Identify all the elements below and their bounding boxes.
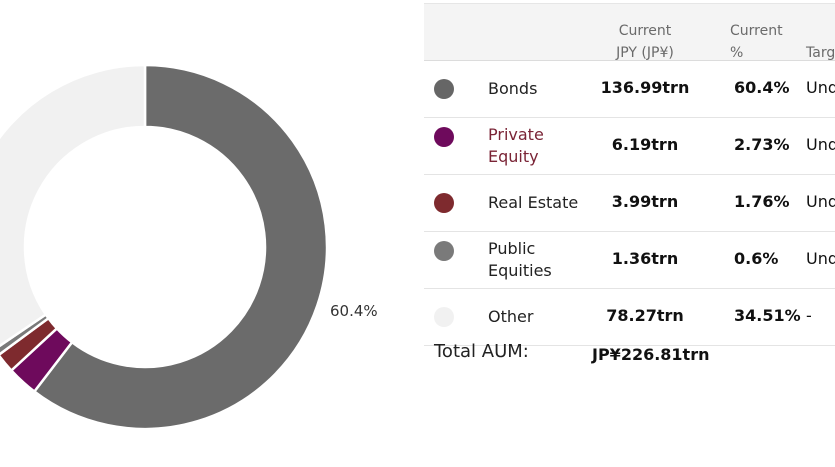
row-pct-private-equity: 2.73% xyxy=(734,135,790,154)
row-pct-public-equities: 0.6% xyxy=(734,249,779,268)
donut-slice-bonds[interactable] xyxy=(32,63,329,431)
table-row-bonds: Bonds 136.99trn 60.4% Und xyxy=(424,61,835,118)
table-row-public-equities: Public Equities 1.36trn 0.6% Und xyxy=(424,232,835,289)
donut-slice-other[interactable] xyxy=(0,63,147,349)
row-pct-real-estate: 1.76% xyxy=(734,192,790,211)
row-pct-other: 34.51% xyxy=(734,306,801,325)
row-name-real-estate: Real Estate xyxy=(488,193,579,212)
row-jpy-private-equity: 6.19trn xyxy=(611,135,679,154)
row-name-public-equities: Public Equities xyxy=(488,239,552,280)
header-current-jpy[interactable]: Current JPY (JP¥) xyxy=(616,23,674,61)
row-jpy-other: 78.27trn xyxy=(606,306,684,325)
allocation-donut-chart xyxy=(0,63,329,431)
row-pct-bonds: 60.4% xyxy=(734,78,790,97)
header-current-pct[interactable]: Current % xyxy=(730,23,783,61)
row-jpy-public-equities: 1.36trn xyxy=(611,249,679,268)
row-jpy-bonds: 136.99trn xyxy=(600,78,690,97)
total-aum-label: Total AUM: xyxy=(434,341,529,362)
row-target-real-estate: Und xyxy=(806,192,835,211)
row-target-other: - xyxy=(806,306,812,325)
public-equities-color-dot xyxy=(434,241,454,261)
total-aum-value: JP¥226.81trn xyxy=(592,345,710,364)
bonds-color-dot xyxy=(434,79,454,99)
allocation-table: Current JPY (JP¥) Current % Targ Bonds 1… xyxy=(424,3,835,364)
table-row-private-equity: Private Equity 6.19trn 2.73% Und xyxy=(424,118,835,175)
row-target-private-equity: Und xyxy=(806,135,835,154)
table-header: Current JPY (JP¥) Current % Targ xyxy=(424,3,835,61)
private-equity-color-dot xyxy=(434,127,454,147)
header-target[interactable]: Targ xyxy=(806,45,835,61)
other-color-dot xyxy=(434,307,454,327)
row-target-public-equities: Und xyxy=(806,249,835,268)
row-name-other: Other xyxy=(488,307,534,326)
table-row-other: Other 78.27trn 34.51% - xyxy=(424,289,835,346)
row-name-bonds: Bonds xyxy=(488,79,538,98)
real-estate-color-dot xyxy=(434,193,454,213)
table-row-real-estate: Real Estate 3.99trn 1.76% Und xyxy=(424,175,835,232)
row-jpy-real-estate: 3.99trn xyxy=(611,192,679,211)
row-target-bonds: Und xyxy=(806,78,835,97)
row-name-private-equity-link[interactable]: Private Equity xyxy=(488,125,544,166)
bonds-slice-label: 60.4% xyxy=(330,302,378,320)
